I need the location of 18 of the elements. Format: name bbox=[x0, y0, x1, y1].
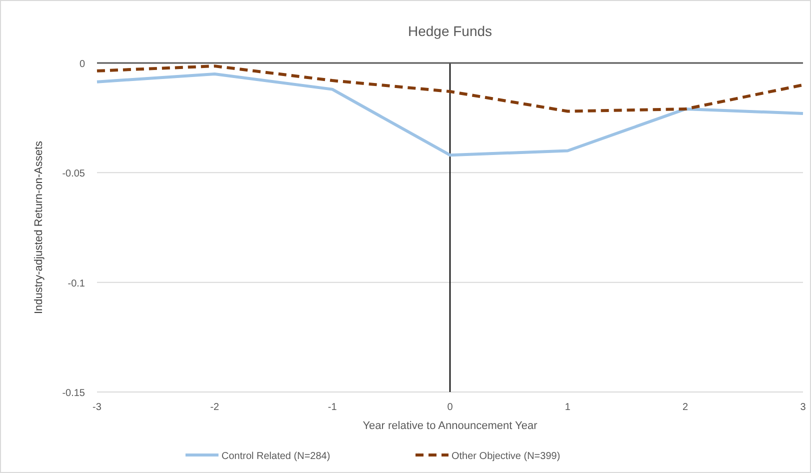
legend-label: Control Related (N=284) bbox=[222, 451, 330, 462]
x-axis-title: Year relative to Announcement Year bbox=[362, 420, 538, 432]
x-tick-label: 1 bbox=[564, 402, 571, 413]
x-tick-label: 3 bbox=[800, 402, 806, 413]
x-tick-label: -2 bbox=[210, 402, 220, 413]
y-axis-title: Industry-adjusted Return-on-Assets bbox=[33, 140, 45, 314]
legend-label: Other Objective (N=399) bbox=[452, 451, 560, 462]
x-tick-label: -1 bbox=[328, 402, 338, 413]
y-tick-label: -0.15 bbox=[62, 388, 86, 399]
y-tick-label: -0.1 bbox=[68, 278, 86, 290]
y-tick-label: -0.05 bbox=[62, 168, 86, 180]
x-tick-label: 0 bbox=[447, 402, 454, 413]
x-tick-label: 2 bbox=[682, 402, 689, 413]
y-tick-label: 0 bbox=[79, 59, 86, 70]
line-series bbox=[96, 64, 804, 113]
chart-title: Hedge Funds bbox=[408, 23, 492, 39]
x-tick-label: -3 bbox=[92, 402, 102, 413]
line-series bbox=[96, 72, 804, 157]
